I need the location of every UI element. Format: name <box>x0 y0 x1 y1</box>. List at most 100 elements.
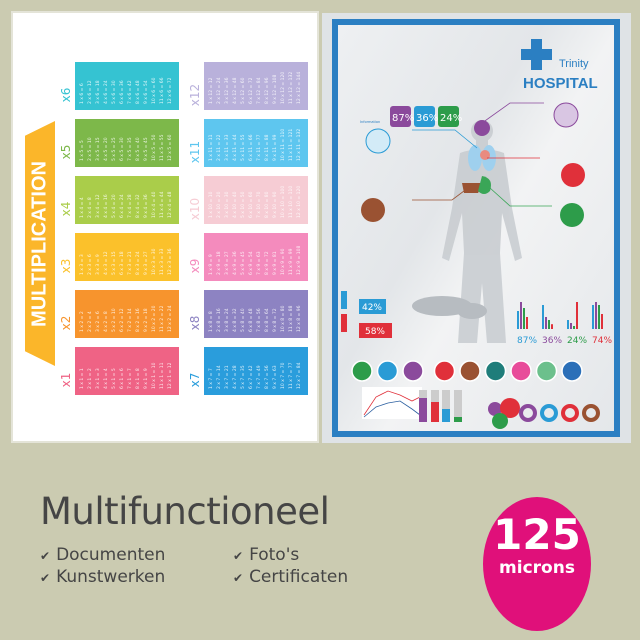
table-line: 4 x 7 = 28 <box>232 365 238 389</box>
table-line: 6 x 3 = 18 <box>119 251 125 275</box>
table-line: 9 x 3 = 27 <box>143 251 149 275</box>
hospital-infographic: Trinity HOSPITAL Information 87% 36% 24% 4… <box>341 39 612 429</box>
table-line: 3 x 1 = 3 <box>95 368 101 389</box>
table-line: 4 x 8 = 32 <box>232 308 238 332</box>
table-line: 10 x 12 = 120 <box>280 72 286 104</box>
table-label: x1 <box>59 372 73 388</box>
stat-value: 24% <box>440 113 462 124</box>
table-line: 11 x 8 = 88 <box>288 305 294 332</box>
thickness-value: 125 <box>493 510 581 559</box>
thickness-unit: microns <box>499 558 575 578</box>
table-card-x12: 1 x 12 = 12 2 x 12 = 24 3 x 12 = 36 4 x 12 … <box>204 62 308 110</box>
table-line: 12 x 4 = 48 <box>167 191 173 218</box>
world-map-icon <box>412 296 487 319</box>
organ-icon <box>351 360 373 382</box>
table-line: 10 x 5 = 50 <box>151 134 157 161</box>
table-line: 12 x 7 = 84 <box>296 362 302 389</box>
table-line: 3 x 4 = 12 <box>95 194 101 218</box>
bar <box>551 324 553 329</box>
table-line: 5 x 8 = 40 <box>240 308 246 332</box>
table-line: 3 x 3 = 9 <box>95 254 101 275</box>
table-line: 11 x 1 = 11 <box>159 362 165 389</box>
table-line: 4 x 6 = 24 <box>103 80 109 104</box>
table-line: 11 x 2 = 22 <box>159 305 165 332</box>
table-line: 8 x 8 = 64 <box>264 308 270 332</box>
hospital-cross-icon <box>521 39 552 70</box>
table-line: 3 x 5 = 15 <box>95 137 101 161</box>
bar <box>545 317 547 329</box>
table-line: 10 x 8 = 80 <box>280 305 286 332</box>
table-line: 1 x 10 = 10 <box>208 191 214 218</box>
table-line: 2 x 5 = 10 <box>87 137 93 161</box>
check-icon: ✔ <box>233 549 244 563</box>
table-line: 11 x 9 = 99 <box>288 248 294 275</box>
poster-title-banner: MULTIPLICATION <box>25 121 55 366</box>
stat-value: 36% <box>416 113 438 124</box>
table-line: 8 x 1 = 8 <box>135 368 141 389</box>
table-line: 4 x 9 = 36 <box>232 251 238 275</box>
table-line: 9 x 11 = 99 <box>272 134 278 161</box>
table-line: 10 x 7 = 70 <box>280 362 286 389</box>
table-line: 7 x 6 = 42 <box>127 80 133 104</box>
bar-stat-value: 24% <box>567 336 587 346</box>
table-line: 5 x 4 = 20 <box>111 194 117 218</box>
organ-icon <box>402 360 424 382</box>
table-line: 11 x 3 = 33 <box>159 248 165 275</box>
use-item: ✔ Foto's <box>233 545 299 565</box>
table-line: 7 x 5 = 35 <box>127 137 133 161</box>
check-icon: ✔ <box>40 549 51 563</box>
table-line: 6 x 6 = 36 <box>119 80 125 104</box>
male-percent: 42% <box>362 303 382 313</box>
bar <box>542 305 544 329</box>
table-line: 2 x 4 = 8 <box>87 197 93 218</box>
organ-icon <box>459 360 481 382</box>
table-line: 2 x 7 = 14 <box>216 365 222 389</box>
table-line: 12 x 2 = 24 <box>167 305 173 332</box>
heart-icon <box>480 150 490 160</box>
table-line: 10 x 10 = 100 <box>280 186 286 218</box>
bar <box>570 323 572 329</box>
organ-icon <box>484 360 507 382</box>
use-label: Certificaten <box>249 567 349 587</box>
table-line: 2 x 11 = 22 <box>216 134 222 161</box>
table-line: 2 x 6 = 12 <box>87 80 93 104</box>
female-icon <box>341 314 347 332</box>
use-item: ✔ Documenten <box>40 545 165 565</box>
poster-title: MULTIPLICATION <box>28 160 51 327</box>
organ-icon <box>376 360 399 382</box>
table-line: 3 x 8 = 24 <box>224 308 230 332</box>
bar-stat-value: 36% <box>542 336 562 346</box>
table-label: x4 <box>59 201 73 217</box>
bar <box>520 302 522 329</box>
table-line: 3 x 11 = 33 <box>224 134 230 161</box>
table-line: 12 x 11 = 132 <box>296 129 302 161</box>
table-line: 1 x 9 = 9 <box>208 254 214 275</box>
table-line: 8 x 9 = 72 <box>264 251 270 275</box>
table-line: 7 x 12 = 84 <box>256 77 262 104</box>
use-label: Kunstwerken <box>56 567 166 587</box>
table-line: 4 x 5 = 20 <box>103 137 109 161</box>
table-line: 12 x 5 = 60 <box>167 134 173 161</box>
table-line: 4 x 11 = 44 <box>232 134 238 161</box>
organ-icon <box>510 360 532 382</box>
table-line: 10 x 9 = 90 <box>280 248 286 275</box>
table-line: 5 x 2 = 10 <box>111 308 117 332</box>
table-line: 6 x 5 = 30 <box>119 137 125 161</box>
table-line: 3 x 2 = 6 <box>95 311 101 332</box>
table-line: 4 x 3 = 12 <box>103 251 109 275</box>
thickness-badge: 125 microns <box>483 497 591 631</box>
table-line: 11 x 7 = 77 <box>288 362 294 389</box>
table-line: 9 x 9 = 81 <box>272 251 278 275</box>
table-line: 2 x 9 = 18 <box>216 251 222 275</box>
table-line: 7 x 8 = 56 <box>256 308 262 332</box>
table-line: 8 x 12 = 96 <box>264 77 270 104</box>
table-line: 1 x 12 = 12 <box>208 77 214 104</box>
table-line: 11 x 5 = 55 <box>159 134 165 161</box>
table-line: 10 x 3 = 30 <box>151 248 157 275</box>
hospital-name-large: HOSPITAL <box>523 75 598 92</box>
table-line: 4 x 10 = 40 <box>232 191 238 218</box>
